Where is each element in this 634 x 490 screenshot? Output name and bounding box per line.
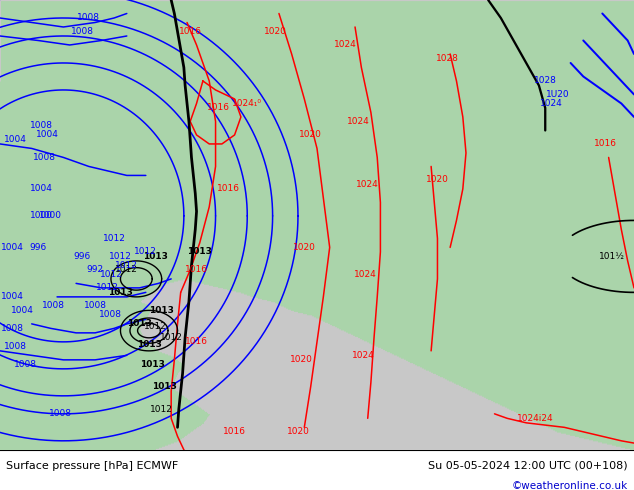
- Text: 1013: 1013: [187, 247, 212, 256]
- Text: Su 05-05-2024 12:00 UTC (00+108): Su 05-05-2024 12:00 UTC (00+108): [428, 461, 628, 471]
- Text: 1012: 1012: [96, 283, 119, 293]
- Text: 1013: 1013: [139, 360, 165, 369]
- Text: 1020: 1020: [290, 355, 313, 365]
- Text: 1008: 1008: [14, 360, 37, 369]
- Text: 1016: 1016: [223, 427, 246, 436]
- Text: 1008: 1008: [100, 310, 122, 319]
- Text: 1008: 1008: [4, 342, 27, 351]
- Text: 1020: 1020: [264, 27, 287, 36]
- Text: 1012: 1012: [100, 270, 122, 279]
- Text: 1012: 1012: [115, 261, 138, 270]
- Text: 1008: 1008: [71, 27, 94, 36]
- Text: 1012: 1012: [144, 321, 167, 331]
- Text: 1004: 1004: [11, 306, 34, 315]
- Text: 1024: 1024: [356, 180, 379, 189]
- Text: 1013: 1013: [108, 288, 133, 297]
- Text: 1008: 1008: [77, 14, 100, 23]
- Text: 1013: 1013: [136, 340, 162, 348]
- Text: 1024: 1024: [354, 270, 377, 279]
- Text: 1013: 1013: [152, 382, 178, 392]
- Text: 1016: 1016: [185, 337, 208, 346]
- Text: 1024: 1024: [347, 117, 370, 126]
- Text: 996: 996: [74, 252, 91, 261]
- Text: 1013: 1013: [127, 319, 152, 328]
- Text: 1004: 1004: [30, 184, 53, 194]
- Text: 1020: 1020: [293, 243, 316, 252]
- Text: 1012: 1012: [150, 405, 173, 414]
- Text: 1028: 1028: [436, 54, 458, 63]
- Text: Surface pressure [hPa] ECMWF: Surface pressure [hPa] ECMWF: [6, 461, 179, 471]
- Text: 1004: 1004: [4, 135, 27, 144]
- Text: 1004: 1004: [1, 243, 24, 252]
- Text: 1016: 1016: [185, 266, 208, 274]
- Text: 1020: 1020: [426, 175, 449, 184]
- Text: 101½: 101½: [598, 252, 625, 261]
- Text: 1000: 1000: [30, 211, 53, 220]
- Text: 1024: 1024: [540, 99, 563, 108]
- Text: 1008: 1008: [30, 122, 53, 130]
- Text: 1016: 1016: [179, 27, 202, 36]
- Text: 1004: 1004: [1, 293, 24, 301]
- Text: 1012: 1012: [115, 266, 138, 274]
- Text: 1013: 1013: [149, 306, 174, 315]
- Text: 1016: 1016: [217, 184, 240, 194]
- Text: ©weatheronline.co.uk: ©weatheronline.co.uk: [512, 481, 628, 490]
- Text: 1024: 1024: [352, 351, 375, 360]
- Text: 1024₁⁰: 1024₁⁰: [232, 99, 262, 108]
- Text: 1008: 1008: [84, 301, 107, 310]
- Text: 1012: 1012: [160, 333, 183, 342]
- Text: 1024i24: 1024i24: [517, 414, 554, 423]
- Text: 1008: 1008: [49, 409, 72, 418]
- Text: 1012: 1012: [109, 252, 132, 261]
- Text: 1U20: 1U20: [546, 90, 570, 99]
- Text: 1028: 1028: [534, 76, 557, 85]
- Text: 1000: 1000: [39, 211, 62, 220]
- Text: 1020: 1020: [299, 130, 322, 140]
- Text: 992: 992: [86, 266, 104, 274]
- Text: 1008: 1008: [33, 153, 56, 162]
- Text: 1016: 1016: [207, 103, 230, 113]
- Text: 1012: 1012: [103, 234, 126, 243]
- Text: 996: 996: [29, 243, 47, 252]
- Text: 1020: 1020: [287, 427, 309, 436]
- Text: 1008: 1008: [1, 324, 24, 333]
- Text: 1024: 1024: [334, 41, 357, 49]
- Text: 1008: 1008: [42, 301, 65, 310]
- Text: 1013: 1013: [143, 252, 168, 261]
- Text: 1016: 1016: [594, 140, 617, 148]
- Text: 1004: 1004: [36, 130, 59, 140]
- Text: 1012: 1012: [134, 247, 157, 256]
